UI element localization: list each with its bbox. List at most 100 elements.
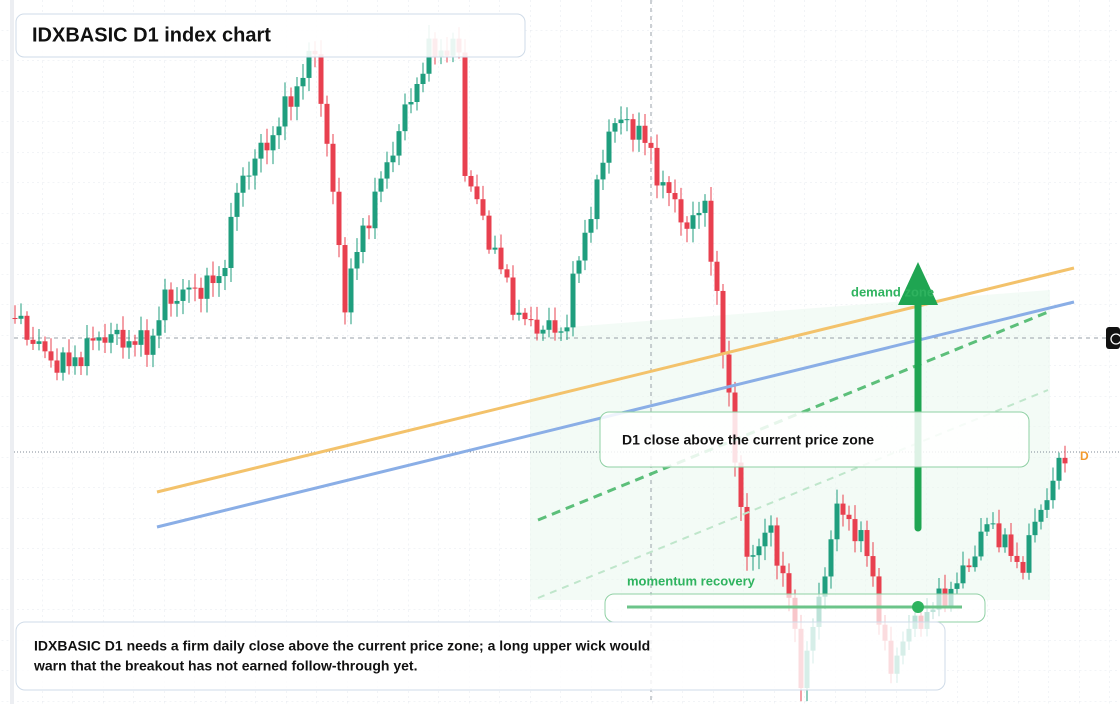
candle-body: [144, 330, 150, 355]
left-edge: [10, 0, 14, 704]
candle-body: [744, 506, 750, 557]
candle-body: [12, 318, 18, 319]
candle-body: [762, 532, 768, 547]
candle-body: [1044, 500, 1050, 510]
candle-body: [600, 162, 606, 180]
candle-body: [774, 525, 780, 566]
candle-body: [612, 123, 618, 132]
candle-body: [66, 352, 72, 367]
candle-body: [366, 225, 372, 229]
candle-body: [576, 260, 582, 274]
candle-body: [846, 514, 852, 520]
note-line: IDXBASIC D1 needs a firm daily close abo…: [34, 638, 650, 654]
candle-body: [96, 337, 102, 341]
momentum-dot: [912, 601, 924, 613]
candle-body: [150, 335, 156, 355]
candle-body: [114, 329, 120, 335]
candle-body: [258, 142, 264, 159]
candle-body: [654, 147, 660, 186]
candle-body: [42, 341, 48, 352]
candle-body: [630, 119, 636, 140]
candle-body: [768, 525, 774, 533]
candle-body: [168, 289, 174, 304]
candle-body: [78, 357, 84, 367]
candle-body: [1056, 457, 1062, 481]
candle-body: [1050, 480, 1056, 501]
candle-body: [90, 338, 96, 341]
candle-body: [174, 300, 180, 304]
candle-body: [714, 261, 720, 291]
candle-body: [636, 125, 642, 140]
candle-body: [492, 247, 498, 250]
candle-body: [126, 341, 132, 348]
candle-body: [348, 268, 354, 313]
candle-body: [18, 315, 24, 319]
candle-body: [558, 331, 564, 333]
candle-body: [198, 287, 204, 299]
momentum-label: momentum recovery: [627, 573, 756, 588]
candle-body: [216, 276, 222, 284]
candle-body: [870, 556, 876, 577]
candle-body: [786, 573, 792, 598]
candle-body: [60, 352, 66, 373]
arrow-head: [898, 262, 938, 305]
candle-body: [660, 182, 666, 186]
candle-body: [564, 327, 570, 332]
candle-body: [108, 334, 114, 343]
crosshair-icon: [1110, 333, 1120, 345]
candle-body: [642, 125, 648, 143]
candle-body: [1026, 535, 1032, 573]
candle-body: [402, 104, 408, 132]
candle-body: [468, 175, 474, 187]
candle-body: [276, 126, 282, 136]
candle-body: [672, 192, 678, 200]
candle-body: [162, 289, 168, 321]
candle-body: [372, 191, 378, 229]
candle-body: [480, 199, 486, 216]
candle-body: [666, 182, 672, 193]
candle-body: [594, 179, 600, 220]
candle-body: [828, 539, 834, 577]
candle-body: [342, 245, 348, 313]
candle-body: [1032, 521, 1038, 536]
candle-body: [504, 269, 510, 278]
candle-body: [498, 247, 504, 270]
candle-body: [864, 530, 870, 557]
candle-body: [624, 119, 630, 121]
candle-body: [834, 503, 840, 540]
candle-body: [210, 275, 216, 284]
candle-body: [288, 96, 294, 107]
candle-body: [678, 199, 684, 223]
candle-body: [180, 289, 186, 301]
candle-body: [648, 142, 654, 148]
candle-body: [300, 77, 306, 87]
candle-body: [582, 232, 588, 261]
candle-body: [996, 523, 1002, 548]
candle-body: [756, 546, 762, 556]
candle-body: [966, 565, 972, 568]
note-card: [15, 621, 946, 691]
candle-body: [690, 215, 696, 229]
candle-body: [324, 103, 330, 144]
crosshair-button[interactable]: [1106, 327, 1120, 349]
candle-body: [588, 219, 594, 233]
title: IDXBASIC D1 index chart: [32, 24, 271, 46]
candle-body: [360, 225, 366, 252]
note-line: warn that the breakout has not earned fo…: [33, 658, 417, 674]
candle-body: [48, 351, 54, 361]
candle-body: [330, 143, 336, 192]
zone-label: demand zone: [851, 284, 934, 299]
candle-body: [246, 175, 252, 177]
candle-body: [72, 357, 78, 367]
candle-body: [204, 275, 210, 299]
candle-body: [840, 503, 846, 515]
candle-body: [234, 192, 240, 217]
candle-body: [138, 330, 144, 345]
candle-body: [540, 329, 546, 334]
candle-body: [528, 319, 534, 321]
candle-body: [720, 290, 726, 355]
candle-body: [984, 524, 990, 532]
candle-body: [24, 315, 30, 340]
candle-body: [1062, 457, 1068, 464]
